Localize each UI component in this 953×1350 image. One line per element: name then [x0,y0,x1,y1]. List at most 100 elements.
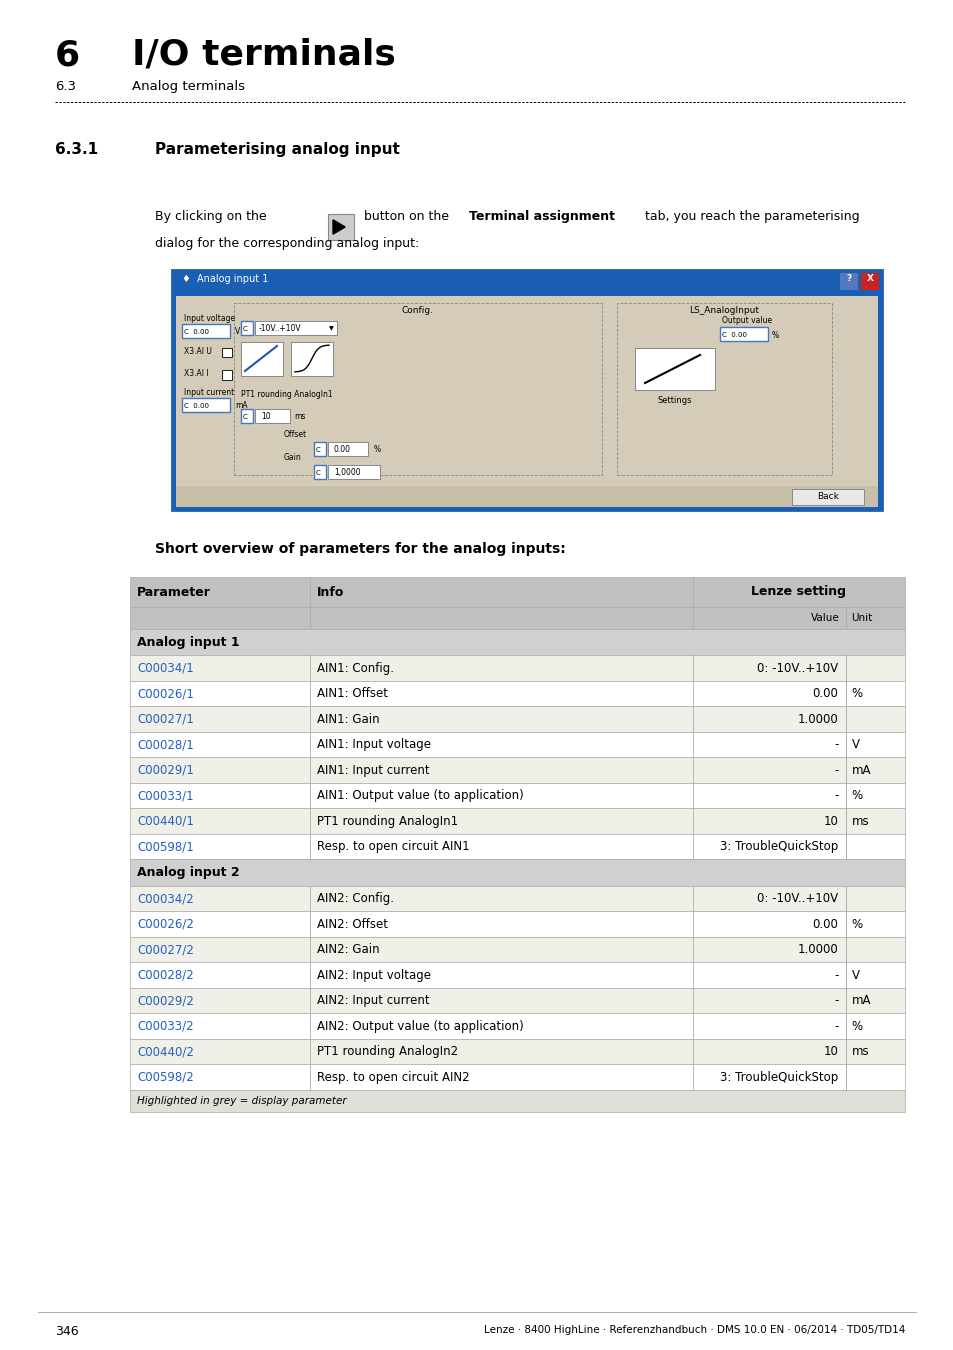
Text: Resp. to open circuit AIN1: Resp. to open circuit AIN1 [316,840,469,853]
FancyBboxPatch shape [844,1065,904,1089]
Text: Analog terminals: Analog terminals [132,80,245,93]
FancyBboxPatch shape [840,273,857,290]
FancyBboxPatch shape [310,757,692,783]
FancyBboxPatch shape [310,1014,692,1040]
Text: tab, you reach the parameterising: tab, you reach the parameterising [640,211,859,223]
Text: C00026/1: C00026/1 [137,687,193,701]
Text: C00034/2: C00034/2 [137,892,193,906]
FancyBboxPatch shape [328,441,368,456]
FancyBboxPatch shape [844,809,904,834]
FancyBboxPatch shape [692,1014,844,1040]
Text: -: - [833,738,838,751]
Text: AIN2: Offset: AIN2: Offset [316,918,387,930]
Text: ♦  Analog input 1: ♦ Analog input 1 [182,274,268,284]
Text: C00440/1: C00440/1 [137,815,193,828]
FancyBboxPatch shape [844,963,904,988]
Text: Parameter: Parameter [137,586,211,598]
FancyBboxPatch shape [310,911,692,937]
Text: 1,0000: 1,0000 [334,468,360,478]
FancyBboxPatch shape [692,706,844,732]
Text: mA: mA [851,994,870,1007]
Text: AIN2: Input current: AIN2: Input current [316,994,429,1007]
Text: Highlighted in grey = display parameter: Highlighted in grey = display parameter [137,1096,346,1106]
Text: C00029/1: C00029/1 [137,764,193,776]
Text: ms: ms [851,1045,868,1058]
FancyBboxPatch shape [310,886,692,911]
FancyBboxPatch shape [844,680,904,706]
Text: 0.00: 0.00 [812,687,838,701]
FancyBboxPatch shape [130,629,904,656]
Text: 10: 10 [822,815,838,828]
FancyBboxPatch shape [844,911,904,937]
FancyBboxPatch shape [314,441,326,456]
FancyBboxPatch shape [130,860,904,886]
FancyBboxPatch shape [310,963,692,988]
FancyBboxPatch shape [310,576,692,608]
FancyBboxPatch shape [310,656,692,680]
FancyBboxPatch shape [844,937,904,963]
FancyBboxPatch shape [172,270,882,510]
FancyBboxPatch shape [254,409,290,423]
FancyBboxPatch shape [130,783,310,809]
Text: I/O terminals: I/O terminals [132,38,395,72]
Text: C  0.00: C 0.00 [184,329,209,335]
Text: Gain: Gain [284,454,301,462]
FancyBboxPatch shape [692,757,844,783]
Text: C00033/1: C00033/1 [137,790,193,802]
FancyBboxPatch shape [130,656,310,680]
Text: Analog input 1: Analog input 1 [137,636,239,649]
Text: Value: Value [810,613,839,622]
FancyBboxPatch shape [130,757,310,783]
Text: LS_AnalogInput: LS_AnalogInput [689,306,759,315]
Text: C00598/1: C00598/1 [137,840,193,853]
FancyBboxPatch shape [844,757,904,783]
FancyBboxPatch shape [692,783,844,809]
Text: C00027/2: C00027/2 [137,944,193,956]
Text: AIN2: Gain: AIN2: Gain [316,944,379,956]
FancyBboxPatch shape [692,834,844,860]
FancyBboxPatch shape [692,656,844,680]
FancyBboxPatch shape [310,809,692,834]
FancyBboxPatch shape [130,937,310,963]
FancyBboxPatch shape [310,988,692,1014]
FancyBboxPatch shape [130,576,310,608]
Text: -: - [833,1019,838,1033]
Text: 6.3: 6.3 [55,80,76,93]
FancyBboxPatch shape [328,464,379,479]
Text: C00034/1: C00034/1 [137,662,193,675]
FancyBboxPatch shape [130,1014,310,1040]
Text: Input current: Input current [184,387,234,397]
FancyBboxPatch shape [844,783,904,809]
FancyBboxPatch shape [175,296,877,486]
Text: %: % [374,446,381,455]
FancyBboxPatch shape [310,1065,692,1089]
Text: X3.AI I: X3.AI I [184,370,209,378]
FancyBboxPatch shape [692,963,844,988]
Text: Settings: Settings [657,396,692,405]
FancyBboxPatch shape [222,347,232,358]
FancyBboxPatch shape [692,680,844,706]
FancyBboxPatch shape [844,608,904,629]
Text: %: % [851,687,862,701]
FancyBboxPatch shape [254,321,336,335]
Text: 0.00: 0.00 [334,446,351,455]
Text: V: V [851,738,859,751]
Text: PT1 rounding AnalogIn2: PT1 rounding AnalogIn2 [316,1045,457,1058]
FancyBboxPatch shape [310,732,692,757]
Polygon shape [333,220,345,234]
FancyBboxPatch shape [692,1065,844,1089]
Text: 6: 6 [55,38,80,72]
Text: 3: TroubleQuickStop: 3: TroubleQuickStop [720,840,838,853]
Text: Offset: Offset [284,431,307,439]
FancyBboxPatch shape [130,732,310,757]
Text: V: V [851,969,859,981]
Text: dialog for the corresponding analog input:: dialog for the corresponding analog inpu… [154,238,418,250]
FancyBboxPatch shape [130,706,310,732]
Text: AIN1: Output value (to application): AIN1: Output value (to application) [316,790,523,802]
FancyBboxPatch shape [692,886,844,911]
FancyBboxPatch shape [130,886,310,911]
FancyBboxPatch shape [130,988,310,1014]
FancyBboxPatch shape [182,324,230,338]
FancyBboxPatch shape [844,656,904,680]
Text: Output value: Output value [721,316,771,325]
